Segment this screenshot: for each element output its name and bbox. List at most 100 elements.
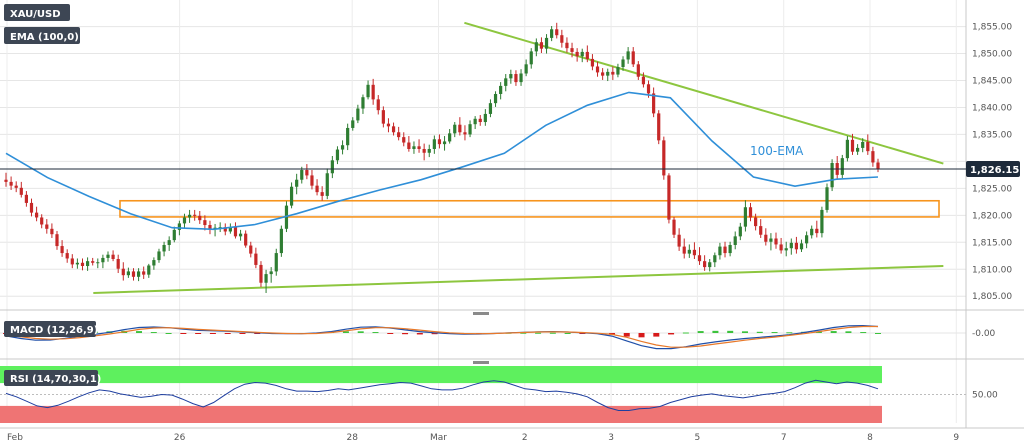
candle bbox=[468, 120, 472, 138]
candle bbox=[575, 48, 579, 62]
candle bbox=[458, 117, 462, 136]
candle bbox=[407, 136, 411, 152]
x-tick-label: 2 bbox=[522, 433, 528, 443]
candle bbox=[713, 252, 717, 268]
candle-body bbox=[799, 243, 804, 250]
candle bbox=[157, 248, 161, 263]
candle bbox=[820, 206, 824, 238]
candle bbox=[264, 269, 268, 293]
candle-body bbox=[453, 124, 457, 134]
candle-body bbox=[85, 261, 90, 267]
candle bbox=[131, 268, 136, 281]
candle-body bbox=[391, 126, 396, 133]
candle bbox=[351, 117, 355, 131]
candle bbox=[101, 254, 105, 269]
candle-body bbox=[718, 246, 722, 256]
candle bbox=[718, 242, 722, 260]
candle bbox=[193, 209, 197, 221]
candle-body bbox=[820, 209, 824, 234]
candle bbox=[432, 135, 436, 154]
candle-body bbox=[738, 226, 742, 237]
candle-body bbox=[19, 187, 23, 195]
candle-body bbox=[815, 228, 819, 234]
candle-body bbox=[789, 242, 793, 249]
candle bbox=[866, 134, 870, 155]
candle bbox=[453, 122, 457, 138]
candle-body bbox=[463, 132, 467, 135]
rsi-bands bbox=[0, 366, 966, 423]
macd-histogram-bar bbox=[357, 331, 364, 333]
candle-body bbox=[626, 51, 630, 60]
candle bbox=[356, 104, 360, 124]
rsi-tag[interactable]: RSI (14,70,30,1) bbox=[4, 370, 101, 386]
candle-body bbox=[259, 264, 263, 283]
candle bbox=[80, 258, 85, 271]
candle-body bbox=[361, 97, 365, 109]
candle bbox=[223, 223, 227, 236]
candle-body bbox=[437, 139, 442, 145]
candle-body bbox=[442, 141, 447, 145]
pane-resize-handle[interactable] bbox=[473, 361, 489, 364]
candles bbox=[4, 22, 880, 293]
candle bbox=[723, 241, 727, 258]
candle bbox=[626, 47, 630, 64]
candle bbox=[499, 82, 503, 100]
candle bbox=[40, 214, 44, 229]
candle-body bbox=[667, 175, 671, 220]
candle bbox=[580, 48, 584, 63]
macd-histogram-bar bbox=[712, 330, 719, 333]
candle bbox=[279, 225, 283, 257]
candle bbox=[845, 136, 850, 162]
candle bbox=[697, 247, 702, 265]
ema-tag[interactable]: EMA (100,0) bbox=[4, 27, 80, 44]
candle-body bbox=[631, 51, 635, 65]
macd-histogram-bar bbox=[727, 330, 734, 333]
macd-histogram-bar bbox=[741, 331, 748, 333]
candle-body bbox=[692, 249, 697, 256]
candle-body bbox=[50, 228, 54, 235]
candle-body bbox=[514, 74, 518, 83]
candle bbox=[29, 198, 34, 217]
candle-body bbox=[565, 42, 569, 49]
candle-body bbox=[493, 93, 498, 104]
candle-body bbox=[550, 29, 554, 38]
upper-trendline bbox=[464, 21, 944, 165]
candle bbox=[182, 213, 187, 229]
symbol-tag[interactable]: XAU/USD bbox=[4, 4, 70, 21]
candle-body bbox=[101, 257, 105, 263]
candle bbox=[488, 99, 493, 118]
ema-annotation: 100-EMA bbox=[750, 144, 804, 158]
candle bbox=[162, 241, 166, 257]
candle-body bbox=[636, 64, 640, 77]
candle bbox=[493, 91, 498, 107]
candle bbox=[244, 230, 248, 248]
candle-body bbox=[483, 113, 487, 123]
gridlines bbox=[0, 0, 966, 423]
candle-body bbox=[340, 145, 345, 150]
candle bbox=[595, 61, 600, 77]
candle-body bbox=[279, 228, 283, 254]
x-tick-label: 3 bbox=[608, 433, 614, 443]
candle bbox=[126, 267, 130, 278]
candle-body bbox=[488, 103, 493, 114]
candle-body bbox=[595, 66, 600, 73]
candle bbox=[111, 250, 115, 262]
candle bbox=[769, 233, 773, 251]
candle bbox=[315, 179, 319, 196]
x-axis: Feb2628Mar2357891012 bbox=[7, 433, 959, 443]
macd-tag[interactable]: MACD (12,26,9) bbox=[4, 321, 98, 337]
pane-resize-handle[interactable] bbox=[473, 312, 489, 315]
candle bbox=[289, 182, 294, 209]
candle bbox=[789, 238, 793, 255]
y-tick-label: 1,805.00 bbox=[972, 292, 1012, 302]
macd-histogram-bar bbox=[623, 333, 630, 337]
candle-body bbox=[91, 261, 95, 263]
candle bbox=[662, 136, 666, 180]
y-tick-label: 1,820.00 bbox=[972, 211, 1012, 221]
candle bbox=[743, 200, 748, 232]
candle-body bbox=[152, 260, 156, 266]
macd-histogram-bar bbox=[416, 333, 423, 335]
candle bbox=[70, 254, 74, 269]
candle bbox=[738, 222, 742, 241]
